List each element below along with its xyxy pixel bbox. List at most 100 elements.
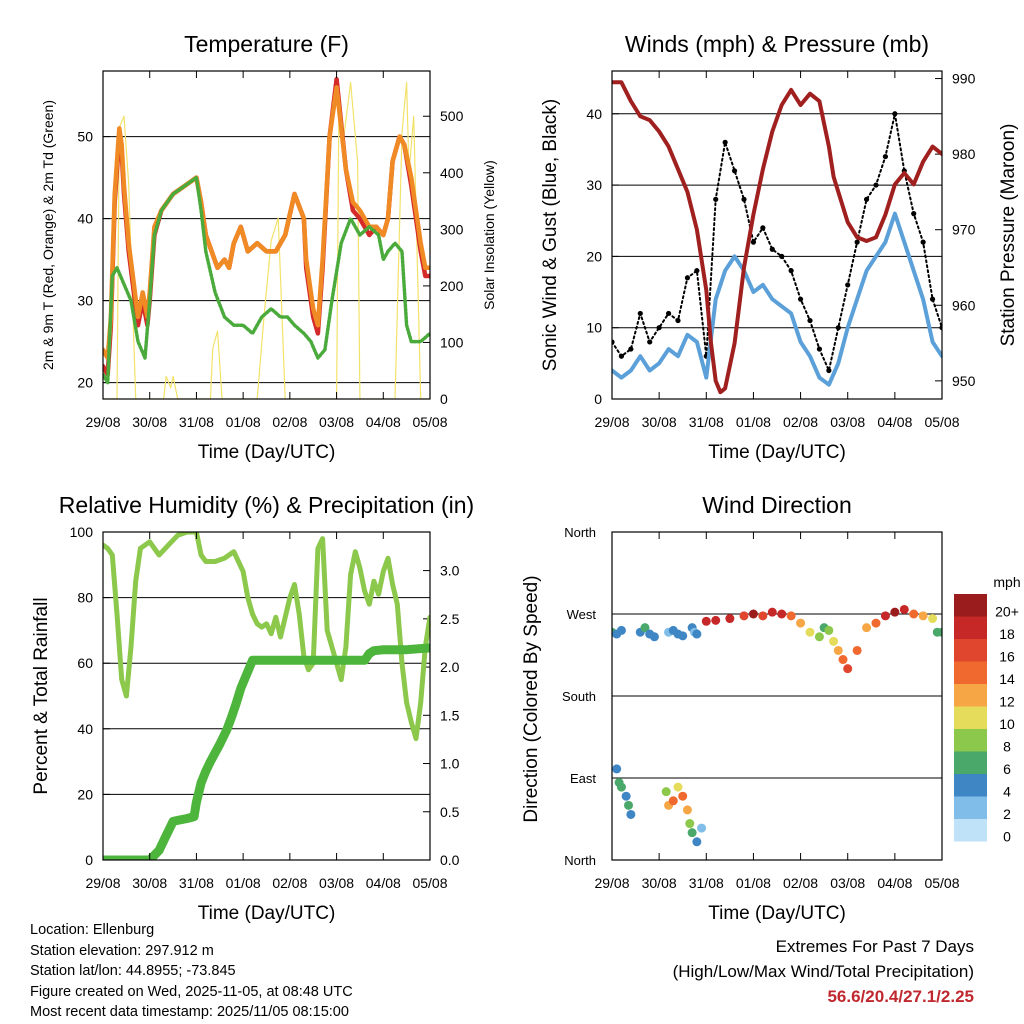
humidity-xlabel: Time (Day/UTC) bbox=[198, 903, 336, 924]
direction-point bbox=[758, 611, 768, 621]
direction-point bbox=[838, 655, 848, 665]
direction-ytick-label: North bbox=[564, 525, 596, 540]
legend-label: 0 bbox=[1003, 828, 1011, 844]
series-solar-insolation bbox=[103, 81, 430, 399]
winds-y2tick-label: 960 bbox=[952, 297, 976, 313]
winds-xlabel: Time (Day/UTC) bbox=[708, 442, 846, 463]
direction-point bbox=[777, 609, 787, 619]
direction-xlabel: Time (Day/UTC) bbox=[708, 903, 846, 924]
legend-label: 8 bbox=[1003, 738, 1011, 754]
winds-y2tick-label: 990 bbox=[952, 71, 976, 87]
direction-point bbox=[796, 618, 806, 628]
humidity-ytick-label: 60 bbox=[77, 655, 93, 671]
temperature-y2tick-label: 200 bbox=[440, 278, 464, 294]
direction-point bbox=[786, 611, 796, 621]
temperature-y2tick-label: 500 bbox=[440, 108, 464, 124]
direction-xtick-label: 02/08 bbox=[783, 875, 818, 891]
extremes-subheading: (High/Low/Max Wind/Total Precipitation) bbox=[672, 962, 974, 981]
winds-chart: 0 10 20 30 40 950 960 970 980 990 Winds (mph) & Pr… bbox=[540, 31, 1019, 463]
winds-xtick-label: 29/08 bbox=[594, 414, 629, 430]
winds-xtick-label: 01/08 bbox=[736, 414, 771, 430]
extremes-heading: Extremes For Past 7 Days bbox=[775, 937, 974, 956]
temperature-xtick-label: 03/08 bbox=[319, 414, 354, 430]
humidity-xtick-label: 02/08 bbox=[272, 875, 307, 891]
direction-point bbox=[767, 607, 777, 617]
direction-point bbox=[682, 805, 692, 815]
temperature-y2tick-label: 400 bbox=[440, 165, 464, 181]
direction-point bbox=[673, 782, 683, 792]
legend-label: 2 bbox=[1003, 806, 1011, 822]
humidity-ytick-label: 100 bbox=[70, 524, 94, 540]
direction-chart: North East South West North Wind Direction Tim… bbox=[521, 492, 960, 924]
winds-y2tick-label: 950 bbox=[952, 373, 976, 389]
winds-y2tick-label: 970 bbox=[952, 222, 976, 238]
direction-point bbox=[678, 631, 688, 641]
extremes-block: Extremes For Past 7 Days (High/Low/Max W… bbox=[673, 934, 974, 1009]
humidity-y2tick-label: 0.0 bbox=[440, 852, 460, 868]
temperature-ytick-label: 40 bbox=[77, 211, 93, 227]
humidity-xtick-label: 31/08 bbox=[179, 875, 214, 891]
temperature-plot-area bbox=[103, 76, 430, 399]
temperature-y2tick-label: 300 bbox=[440, 221, 464, 237]
winds-ytick-label: 40 bbox=[586, 106, 602, 122]
direction-point bbox=[824, 625, 834, 635]
legend-swatch bbox=[954, 796, 987, 819]
elevation-text: Station elevation: 297.912 m bbox=[30, 942, 214, 959]
direction-point bbox=[862, 623, 872, 633]
legend-swatch bbox=[954, 616, 987, 639]
direction-point bbox=[649, 632, 659, 642]
legend-title: mph bbox=[993, 574, 1020, 590]
direction-point bbox=[678, 791, 688, 801]
direction-point bbox=[899, 604, 909, 614]
direction-point bbox=[612, 764, 622, 774]
temperature-ylabel: 2m & 9m T (Red, Orange) & 2m Td (Green) bbox=[40, 100, 56, 370]
temperature-xtick-label: 04/08 bbox=[366, 414, 401, 430]
recent-timestamp-text: Most recent data timestamp: 2025/11/05 0… bbox=[30, 1004, 349, 1020]
direction-point bbox=[748, 609, 758, 619]
direction-point bbox=[805, 627, 815, 637]
direction-ylabel: Direction (Colored By Speed) bbox=[521, 575, 542, 822]
direction-point bbox=[616, 782, 626, 792]
humidity-ytick-label: 0 bbox=[85, 852, 93, 868]
extremes-values: 56.6/20.4/27.1/2.25 bbox=[827, 987, 974, 1006]
winds-plot-area bbox=[612, 80, 942, 395]
direction-point bbox=[928, 614, 938, 624]
direction-point bbox=[685, 819, 695, 829]
winds-y2tick-label: 980 bbox=[952, 146, 976, 162]
winds-xtick-label: 30/08 bbox=[642, 414, 677, 430]
winds-xtick-label: 05/08 bbox=[924, 414, 959, 430]
legend-swatch bbox=[954, 661, 987, 684]
direction-point bbox=[640, 623, 650, 633]
direction-point bbox=[725, 614, 735, 624]
direction-point bbox=[711, 615, 721, 625]
direction-point bbox=[692, 837, 702, 847]
direction-point bbox=[814, 632, 824, 642]
temperature-xtick-label: 29/08 bbox=[85, 414, 120, 430]
winds-ylabel: Sonic Wind & Gust (Blue, Black) bbox=[540, 99, 561, 371]
direction-point bbox=[909, 609, 919, 619]
created-text: Figure created on Wed, 2025-11-05, at 08… bbox=[30, 983, 353, 1000]
humidity-frame bbox=[102, 531, 431, 861]
direction-xtick-label: 01/08 bbox=[736, 875, 771, 891]
series-station-pressure bbox=[612, 80, 942, 395]
winds-xtick-label: 03/08 bbox=[830, 414, 865, 430]
temperature-y2tick-label: 100 bbox=[440, 334, 464, 350]
temperature-xtick-label: 31/08 bbox=[179, 414, 214, 430]
humidity-y2tick-label: 1.5 bbox=[440, 707, 460, 723]
winds-ytick-label: 0 bbox=[594, 391, 602, 407]
direction-xtick-label: 04/08 bbox=[877, 875, 912, 891]
winds-y2label: Station Pressure (Maroon) bbox=[998, 124, 1019, 347]
direction-point bbox=[687, 828, 697, 838]
location-text: Location: Ellenburg bbox=[30, 922, 155, 938]
winds-frame bbox=[611, 70, 943, 400]
humidity-ytick-label: 40 bbox=[77, 721, 93, 737]
legend-label: 12 bbox=[999, 693, 1015, 709]
direction-point bbox=[701, 616, 711, 626]
direction-point bbox=[739, 611, 749, 621]
direction-xtick-label: 03/08 bbox=[830, 875, 865, 891]
series-gust bbox=[612, 112, 942, 372]
latlon-text: Station lat/lon: 44.8955; -73.845 bbox=[30, 963, 236, 979]
direction-title: Wind Direction bbox=[702, 492, 852, 518]
legend-swatch bbox=[954, 819, 987, 842]
series-sonic-wind bbox=[612, 211, 942, 387]
